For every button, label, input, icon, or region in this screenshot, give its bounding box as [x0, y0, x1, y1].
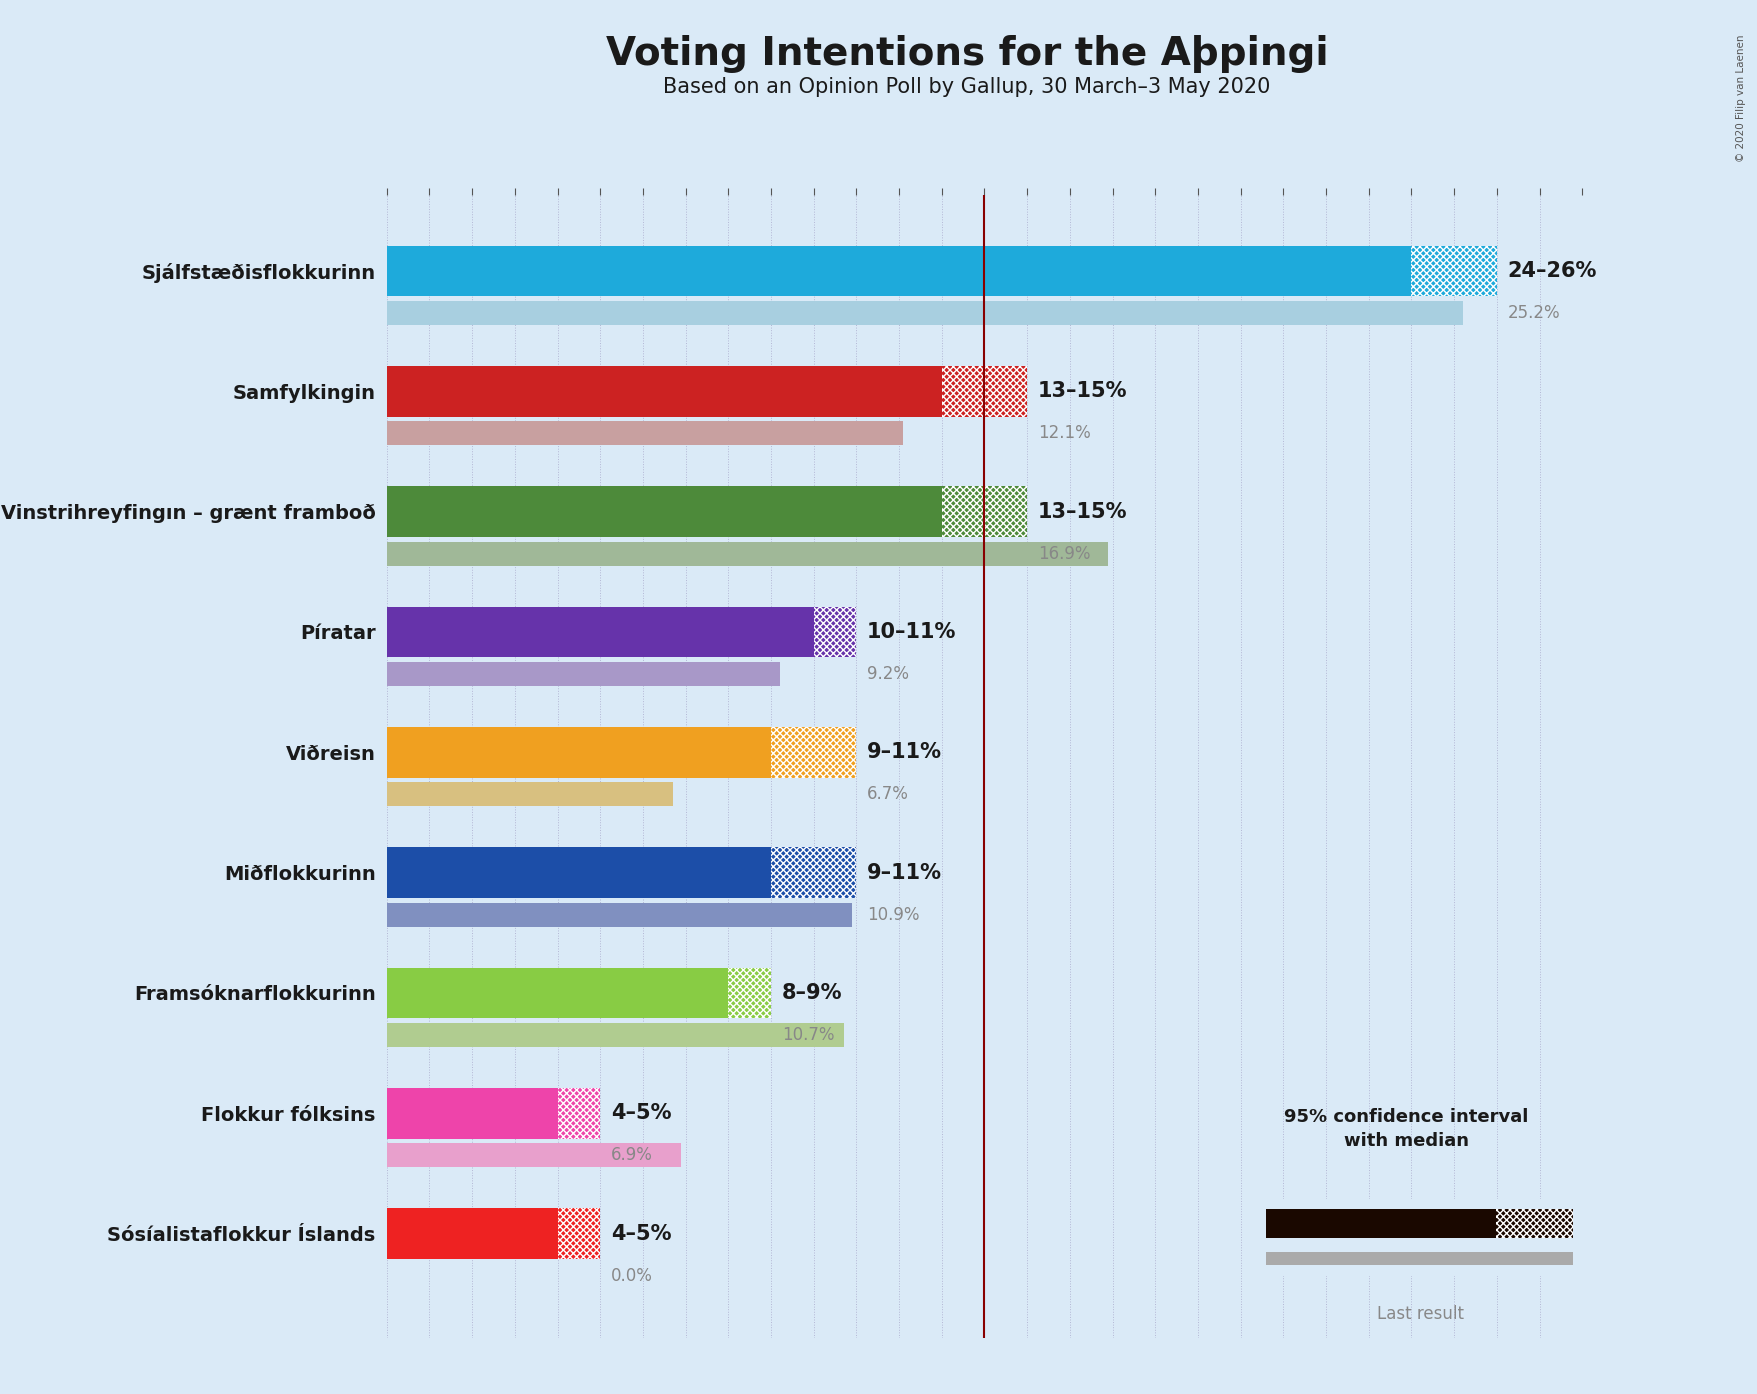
- Text: 10.9%: 10.9%: [866, 906, 919, 924]
- Bar: [771, 728, 856, 778]
- Bar: [557, 1087, 599, 1139]
- Text: 10–11%: 10–11%: [866, 622, 956, 641]
- Bar: [387, 1023, 843, 1047]
- Bar: [1265, 1252, 1573, 1264]
- Bar: [387, 487, 942, 537]
- Bar: [387, 728, 771, 778]
- Bar: [942, 367, 1026, 417]
- Text: Last result: Last result: [1376, 1305, 1464, 1323]
- Bar: [771, 848, 856, 898]
- Text: Based on an Opinion Poll by Gallup, 30 March–3 May 2020: Based on an Opinion Poll by Gallup, 30 M…: [662, 77, 1270, 96]
- Bar: [813, 606, 856, 657]
- Bar: [387, 782, 673, 806]
- Text: 9–11%: 9–11%: [866, 742, 942, 763]
- Bar: [1411, 245, 1495, 297]
- Bar: [942, 487, 1026, 537]
- Text: 6.9%: 6.9%: [611, 1146, 652, 1164]
- Bar: [387, 1087, 557, 1139]
- Bar: [387, 301, 1462, 325]
- Bar: [387, 542, 1107, 566]
- Text: 24–26%: 24–26%: [1506, 261, 1595, 282]
- Text: 9–11%: 9–11%: [866, 863, 942, 882]
- Text: 4–5%: 4–5%: [611, 1224, 671, 1243]
- Text: Voting Intentions for the Aþpingi: Voting Intentions for the Aþpingi: [604, 35, 1328, 72]
- Bar: [557, 1209, 599, 1259]
- Bar: [387, 421, 903, 446]
- Text: 13–15%: 13–15%: [1037, 502, 1126, 521]
- Text: 16.9%: 16.9%: [1037, 545, 1089, 563]
- Text: 0.0%: 0.0%: [611, 1267, 652, 1285]
- Bar: [387, 367, 942, 417]
- Text: 13–15%: 13–15%: [1037, 382, 1126, 401]
- Text: 95% confidence interval
with median: 95% confidence interval with median: [1283, 1108, 1529, 1150]
- Text: 8–9%: 8–9%: [782, 983, 842, 1002]
- Bar: [1495, 1210, 1573, 1238]
- Text: 4–5%: 4–5%: [611, 1103, 671, 1124]
- Bar: [387, 606, 813, 657]
- Text: © 2020 Filip van Laenen: © 2020 Filip van Laenen: [1734, 35, 1745, 162]
- Bar: [727, 967, 771, 1018]
- Bar: [1265, 1210, 1495, 1238]
- Text: 10.7%: 10.7%: [782, 1026, 835, 1044]
- Bar: [387, 662, 778, 686]
- Bar: [387, 967, 727, 1018]
- Text: 6.7%: 6.7%: [866, 785, 908, 803]
- Text: 12.1%: 12.1%: [1037, 424, 1089, 442]
- Text: 9.2%: 9.2%: [866, 665, 908, 683]
- Text: 25.2%: 25.2%: [1506, 304, 1558, 322]
- Bar: [387, 245, 1411, 297]
- Bar: [387, 848, 771, 898]
- Bar: [387, 1143, 682, 1167]
- Bar: [387, 1209, 557, 1259]
- Bar: [387, 903, 852, 927]
